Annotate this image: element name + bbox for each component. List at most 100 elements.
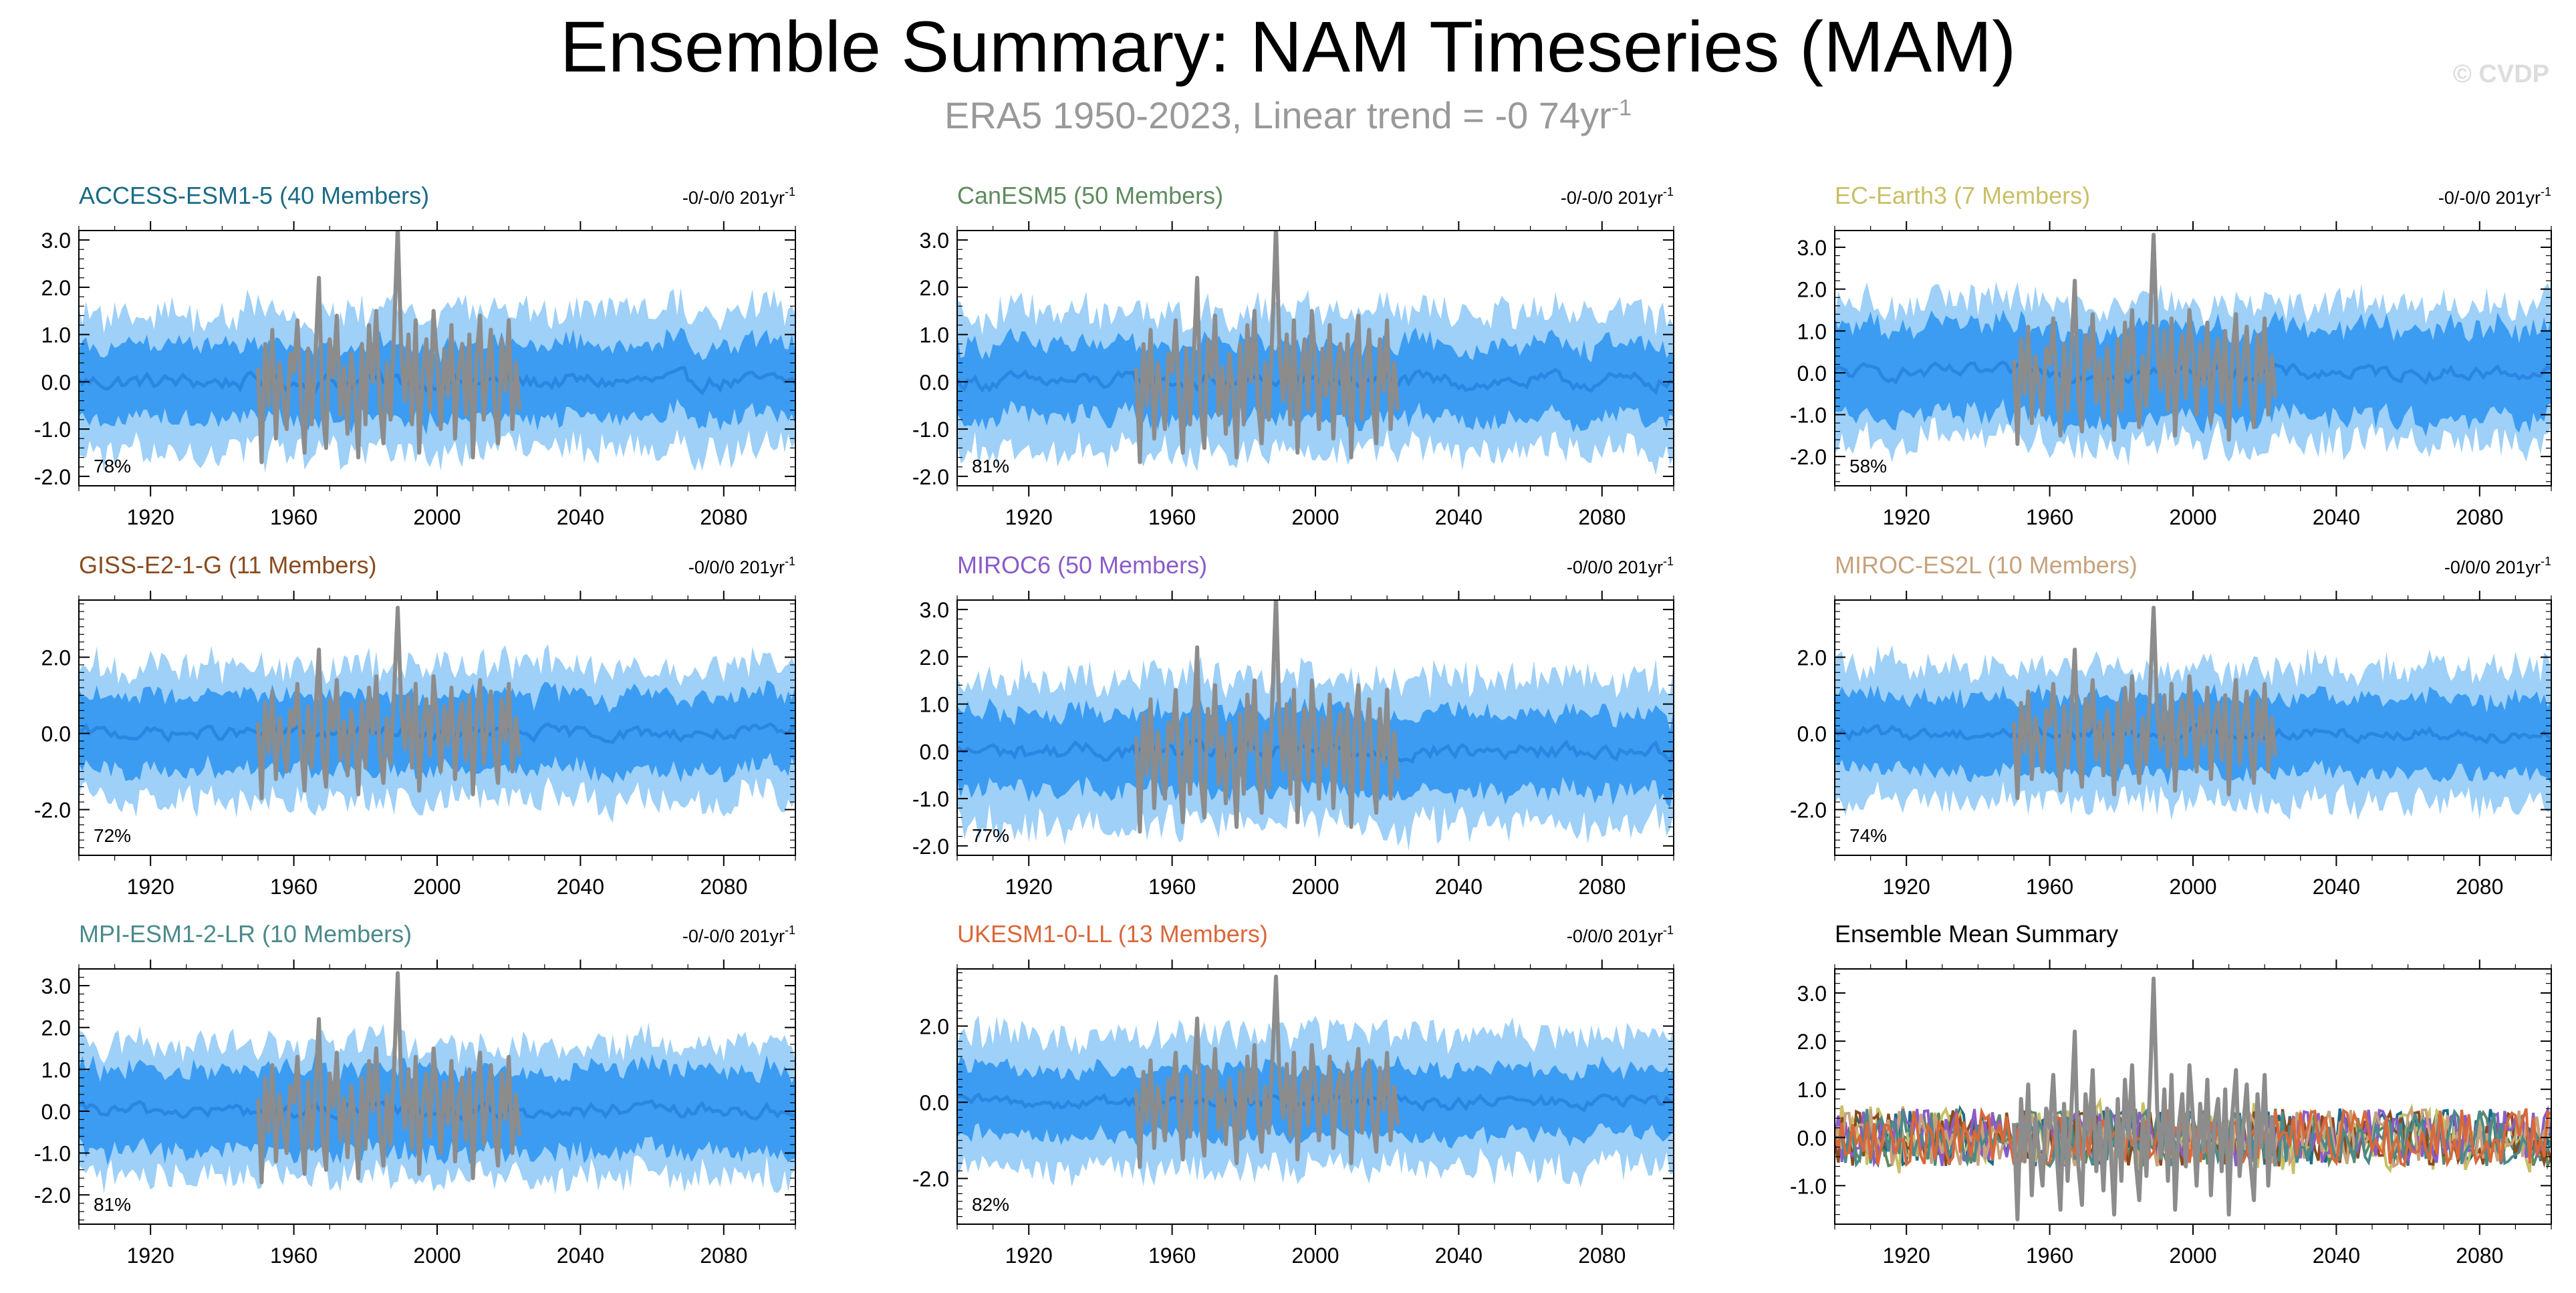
subtitle-superscript: -1 <box>1611 95 1632 121</box>
y-tick-label: 3.0 <box>920 229 949 253</box>
y-tick-label: 2.0 <box>920 276 949 300</box>
x-tick-label: 1960 <box>1148 875 1196 899</box>
y-tick-label: -2.0 <box>912 465 949 489</box>
plot-area <box>1835 233 2551 466</box>
trend-label-superscript: -1 <box>785 185 795 198</box>
y-tick-label: 0.0 <box>1797 1126 1827 1150</box>
x-tick-label: 2000 <box>413 875 461 899</box>
x-tick-label: 2040 <box>2313 875 2360 899</box>
y-tick-label: 3.0 <box>1797 236 1827 260</box>
x-tick-label: 2080 <box>2456 1244 2503 1268</box>
x-tick-label: 1960 <box>2026 1244 2073 1268</box>
trend-label: -0/-0/0 201yr-1 <box>2438 185 2551 208</box>
y-tick-label: 1.0 <box>920 323 949 347</box>
trend-label: -0/0/0 201yr-1 <box>1567 555 1674 577</box>
x-tick-label: 2080 <box>2456 505 2503 529</box>
x-tick-label: 1960 <box>270 875 317 899</box>
x-tick-label: 2040 <box>2313 1244 2360 1268</box>
x-tick-label: 1920 <box>127 505 174 529</box>
y-tick-label: 3.0 <box>41 229 71 253</box>
y-tick-label: 0.0 <box>41 370 71 394</box>
x-tick-label: 2000 <box>2169 875 2216 899</box>
y-tick-label: -2.0 <box>1790 799 1827 823</box>
x-tick-label: 1920 <box>1883 1244 1930 1268</box>
y-tick-label: 1.0 <box>1797 319 1827 343</box>
plot-area <box>79 231 795 473</box>
percent-label: 82% <box>972 1194 1009 1215</box>
y-tick-label: 1.0 <box>1797 1078 1827 1102</box>
x-tick-label: 1920 <box>127 875 174 899</box>
x-tick-label: 2000 <box>413 1244 461 1268</box>
x-tick-label: 2000 <box>1291 875 1339 899</box>
trend-label-superscript: -1 <box>2541 185 2551 198</box>
y-tick-label: -1.0 <box>1790 1174 1827 1198</box>
trend-label-superscript: -1 <box>785 555 795 568</box>
y-tick-label: 2.0 <box>1797 646 1827 670</box>
trend-label-text: -0/0/0 201yr <box>1567 557 1663 577</box>
y-tick-label: 2.0 <box>1797 1030 1827 1054</box>
x-tick-label: 2000 <box>1291 505 1339 529</box>
x-tick-label: 1920 <box>1005 875 1053 899</box>
x-tick-label: 1960 <box>270 1244 317 1268</box>
x-tick-label: 2040 <box>557 1244 604 1268</box>
panel-mpi-esm1-2-lr: 3.0 2.0 1.0 0.0 -1.0 -2.0 1920 1960 2000 2040 2080… <box>34 920 796 1268</box>
panel-title: MPI-ESM1-2-LR (10 Members) <box>79 920 412 948</box>
y-tick-label: 0.0 <box>1797 362 1827 386</box>
trend-label-text: -0/0/0 201yr <box>1567 926 1663 946</box>
y-tick-label: -1.0 <box>912 418 949 442</box>
trend-label-text: -0/-0/0 201yr <box>682 926 785 946</box>
y-tick-label: 0.0 <box>920 1091 949 1115</box>
trend-label-text: -0/-0/0 201yr <box>682 188 785 208</box>
y-tick-label: 1.0 <box>41 1058 71 1082</box>
observed-series-line <box>1134 600 1400 834</box>
y-tick-label: 2.0 <box>920 645 949 670</box>
y-tick-label: -2.0 <box>912 1167 949 1191</box>
subtitle-text: ERA5 1950-2023, Linear trend = -0 74yr <box>944 94 1612 136</box>
panel-access-esm1-5: 3.0 2.0 1.0 0.0 -1.0 -2.0 1920 1960 2000 2040 2080… <box>34 182 796 529</box>
x-tick-label: 2080 <box>700 505 747 529</box>
x-tick-label: 2040 <box>2313 505 2360 529</box>
y-tick-label: 0.0 <box>920 370 949 394</box>
y-tick-label: -2.0 <box>34 1183 71 1207</box>
x-tick-label: 1960 <box>270 505 317 529</box>
panel-title: MIROC6 (50 Members) <box>957 551 1207 579</box>
panel-miroc6: 3.0 2.0 1.0 0.0 -1.0 -2.0 1920 1960 2000 2040 2080… <box>912 551 1674 899</box>
x-tick-label: 2080 <box>1578 1244 1626 1268</box>
y-tick-label: 2.0 <box>41 646 71 670</box>
percent-label: 81% <box>972 456 1009 476</box>
panel-ukesm1-0-ll: 2.0 0.0 -2.0 1920 1960 2000 2040 2080 UKESM1-0-L… <box>912 920 1674 1268</box>
y-tick-label: 3.0 <box>41 974 71 998</box>
y-tick-label: 0.0 <box>920 740 949 764</box>
percent-label: 77% <box>972 825 1009 846</box>
trend-label: -0/0/0 201yr-1 <box>688 555 795 577</box>
x-tick-label: 2000 <box>413 505 461 529</box>
x-tick-label: 2080 <box>1578 505 1626 529</box>
panel-title: Ensemble Mean Summary <box>1835 920 2118 948</box>
y-tick-label: 2.0 <box>1797 278 1827 302</box>
y-tick-label: -1.0 <box>34 418 71 442</box>
panel-title: EC-Earth3 (7 Members) <box>1835 182 2090 209</box>
percent-label: 78% <box>94 456 131 476</box>
x-tick-label: 2040 <box>1435 875 1483 899</box>
plot-area <box>79 971 795 1195</box>
y-tick-label: 0.0 <box>41 1100 71 1124</box>
panel-title: CanESM5 (50 Members) <box>957 182 1223 209</box>
x-tick-label: 1920 <box>1005 1244 1053 1268</box>
x-tick-label: 1960 <box>2026 505 2073 529</box>
trend-label: -0/0/0 201yr-1 <box>1567 923 1674 946</box>
trend-label-superscript: -1 <box>1663 555 1674 568</box>
y-tick-label: 2.0 <box>41 276 71 300</box>
x-tick-label: 2000 <box>1291 1244 1339 1268</box>
x-tick-label: 2080 <box>2456 875 2503 899</box>
x-tick-label: 1960 <box>1148 505 1196 529</box>
trend-label-superscript: -1 <box>785 923 795 937</box>
plot-area <box>957 231 1674 475</box>
trend-label: -0/-0/0 201yr-1 <box>682 185 795 208</box>
plot-area <box>957 600 1674 851</box>
y-tick-label: 2.0 <box>920 1015 949 1039</box>
plot-area <box>79 605 795 823</box>
x-tick-label: 1920 <box>1883 505 1930 529</box>
y-tick-label: 3.0 <box>920 598 949 622</box>
trend-label: -0/0/0 201yr-1 <box>2444 555 2551 577</box>
